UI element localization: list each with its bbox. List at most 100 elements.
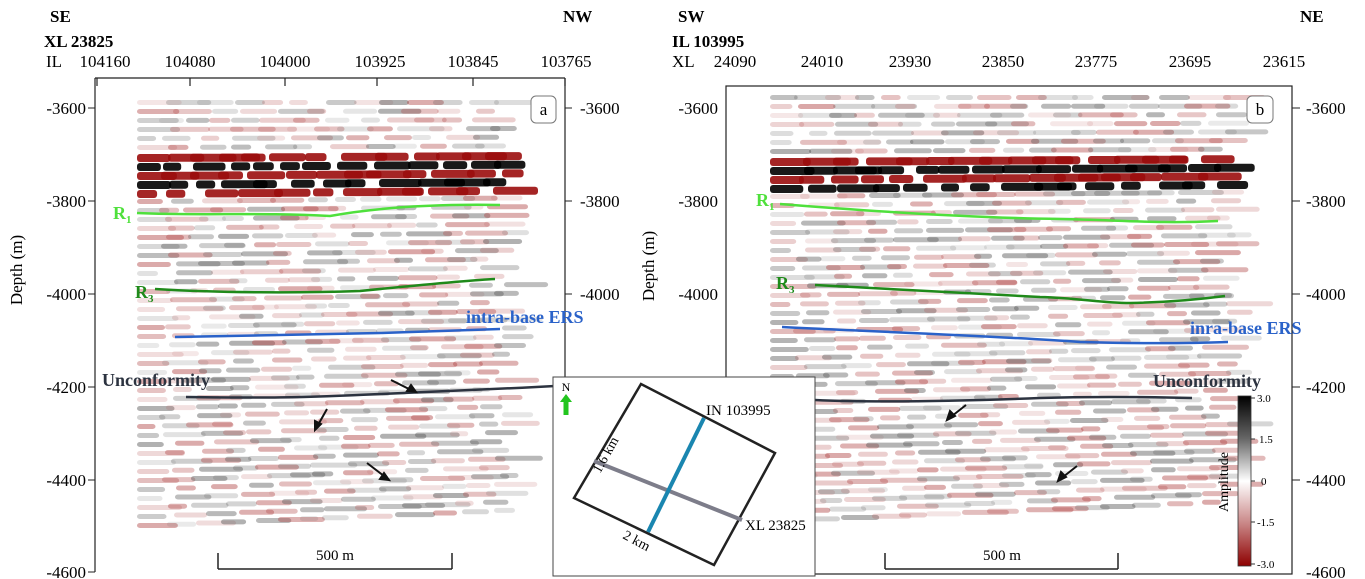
seismic-reflection [1177,466,1220,472]
seismic-reflection [197,100,234,105]
seismic-reflection [442,117,463,123]
panel-a-top-tick: 103925 [355,52,406,71]
seismic-reflection [408,161,439,170]
seismic-reflection [910,139,945,145]
seismic-reflection [907,361,950,367]
seismic-reflection [436,274,460,280]
seismic-reflection [274,188,311,197]
seismic-reflection [890,299,929,305]
seismic-reflection [1017,332,1061,337]
seismic-reflection [377,451,400,457]
seismic-reflection [241,153,261,162]
seismic-reflection [829,506,867,512]
panel-a-top-tick: 103845 [448,52,499,71]
seismic-reflection [1169,155,1188,164]
seismic-reflection [1046,427,1084,433]
seismic-reflection [933,148,966,154]
seismic-reflection [1198,232,1236,238]
seismic-reflection [166,100,212,105]
seismic-reflection [322,515,349,521]
seismic-reflection [941,254,982,260]
seismic-reflection [897,503,939,509]
seismic-reflection [1055,156,1081,165]
seismic-reflection [1010,103,1029,109]
seismic-reflection [1216,241,1260,247]
seismic-reflection [342,382,373,388]
seismic-reflection [486,490,529,496]
seismic-reflection [445,291,485,297]
panel-a-axis-prefix: IL [46,52,62,71]
seismic-reflection [893,237,939,243]
seismic-reflection [1128,442,1169,448]
seismic-reflection [987,227,1027,233]
seismic-reflection [944,422,979,428]
seismic-reflection [975,491,1016,497]
seismic-reflection [973,130,1020,136]
seismic-reflection [1092,251,1127,257]
seismic-reflection [1184,103,1231,109]
seismic-reflection [794,95,842,100]
seismic-reflection [324,488,356,494]
seismic-reflection [494,160,526,169]
seismic-reflection [222,216,244,221]
seismic-reflection [328,303,350,308]
seismic-reflection [137,415,166,420]
seismic-reflection [911,130,949,136]
seismic-reflection [1137,285,1171,291]
seismic-reflection [278,454,319,460]
seismic-reflection [252,340,287,346]
seismic-reflection [1093,408,1127,414]
seismic-reflection [400,354,446,360]
panel-b-top-tick: 23850 [982,52,1025,71]
seismic-reflection [770,365,808,370]
seismic-reflection [457,404,479,410]
seismic-reflection [452,213,491,219]
panel-a-depth-tick: -4600 [46,563,86,579]
seismic-reflection [1088,156,1121,164]
seismic-reflection [1094,190,1140,196]
seismic-reflection [916,245,957,251]
seismic-reflection [371,495,414,501]
seismic-reflection [159,414,181,420]
seismic-reflection [303,206,339,212]
seismic-reflection [770,122,805,127]
panel-b-seismic-section [770,95,1274,523]
seismic-reflection [980,456,1016,462]
seismic-reflection [444,178,491,187]
inset-in-label: IN 103995 [706,403,771,419]
seismic-reflection [1075,365,1095,371]
seismic-reflection [1197,353,1243,359]
seismic-reflection [172,351,199,357]
seismic-reflection [137,469,170,474]
seismic-reflection [362,478,407,484]
seismic-reflection [1013,235,1040,241]
seismic-reflection [860,264,902,270]
seismic-reflection [855,148,888,154]
seismic-reflection [989,350,1026,356]
seismic-reflection [1093,138,1125,144]
seismic-reflection [1202,344,1249,350]
seismic-reflection [321,312,358,317]
seismic-reflection [1189,457,1237,463]
seismic-reflection [310,498,343,503]
seismic-reflection [867,344,893,350]
seismic-reflection [437,108,461,114]
seismic-reflection [973,483,1010,488]
seismic-reflection [1101,417,1124,422]
seismic-reflection [1132,502,1161,508]
seismic-reflection [1050,121,1094,127]
seismic-reflection [847,479,889,484]
seismic-reflection [902,485,927,491]
seismic-reflection [335,197,356,202]
seismic-reflection [1198,129,1237,135]
seismic-reflection [894,148,932,154]
seismic-reflection [368,442,395,448]
seismic-reflection [386,415,430,421]
seismic-reflection [858,291,898,297]
seismic-reflection [444,370,471,376]
seismic-reflection [1006,358,1052,364]
seismic-reflection [1188,164,1222,172]
seismic-reflection [953,474,983,480]
seismic-reflection [259,117,306,123]
seismic-reflection [302,268,326,274]
